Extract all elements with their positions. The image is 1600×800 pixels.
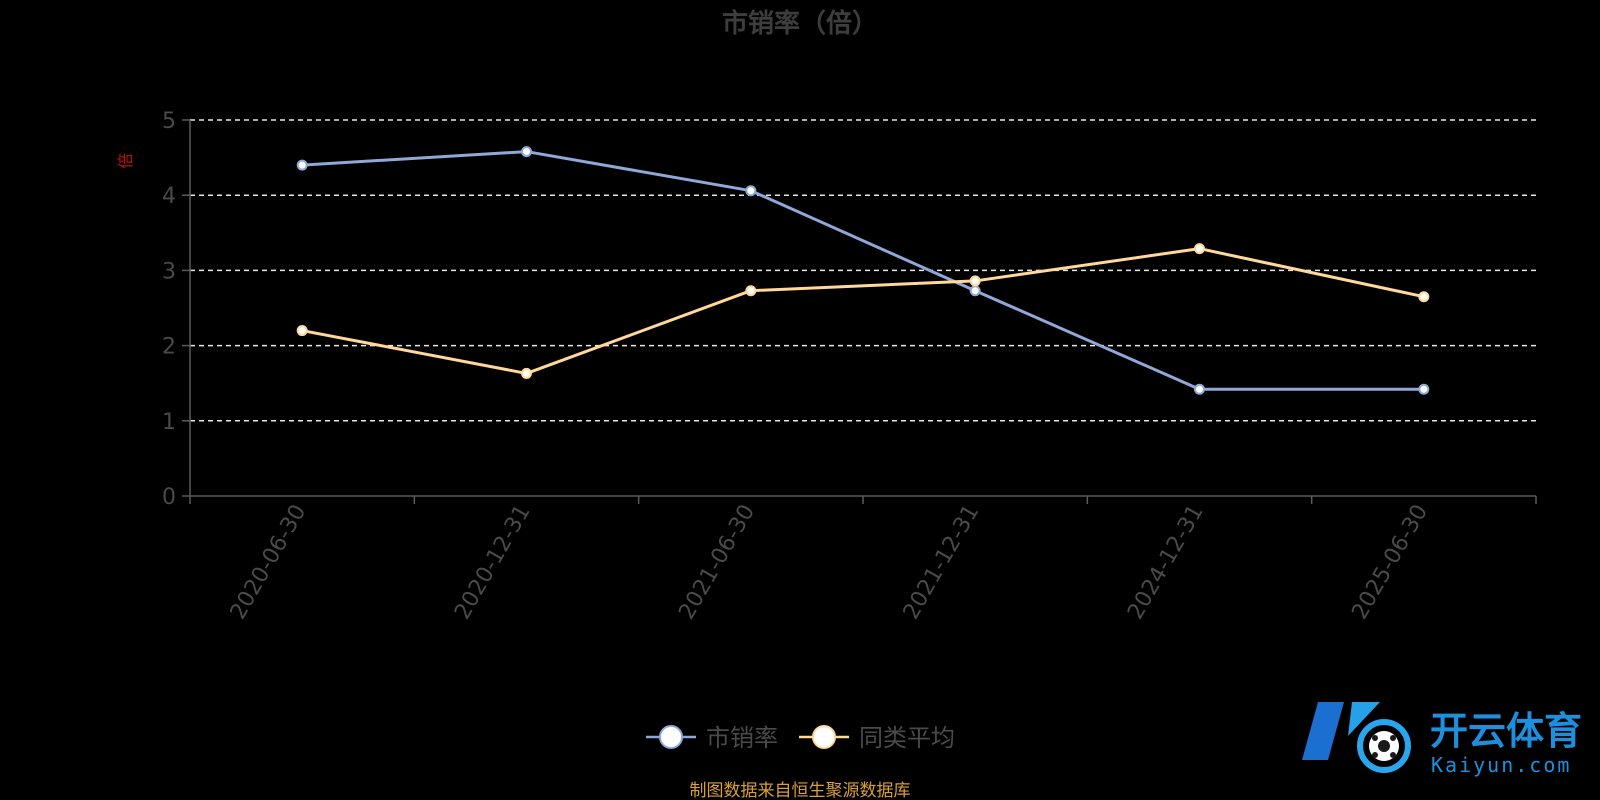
legend-label: 同类平均 [859, 724, 955, 752]
series-1 [296, 146, 1430, 395]
x-tick-label: 2025-06-30 [1347, 501, 1433, 624]
watermark-domain: Kaiyun.com [1431, 753, 1571, 777]
watermark-logo: 开云体育 Kaiyun.com [1302, 702, 1582, 777]
legend[interactable]: 市销率 同类平均 [646, 724, 955, 752]
x-tick-label: 2021-12-31 [899, 501, 985, 624]
data-point[interactable] [969, 275, 981, 287]
x-tick-label: 2021-06-30 [674, 501, 760, 624]
legend-item[interactable]: 同类平均 [799, 724, 955, 752]
legend-item[interactable]: 市销率 [646, 724, 778, 752]
data-point[interactable] [521, 367, 532, 379]
data-point[interactable] [521, 146, 532, 158]
axes: 0 1 2 3 4 5 2020-06-30 2020-12-31 2021-06-30 2021… [162, 109, 1537, 624]
data-point[interactable] [296, 159, 308, 171]
y-tick-label: 3 [162, 259, 176, 284]
data-point[interactable] [1418, 291, 1430, 303]
source-note: 制图数据来自恒生聚源数据库 [690, 781, 911, 800]
series-layer [296, 146, 1430, 395]
x-tick-label: 2020-06-30 [226, 501, 312, 624]
y-tick-label: 5 [162, 109, 176, 134]
data-point[interactable] [969, 285, 981, 297]
watermark-k-logo-icon [1302, 702, 1411, 773]
series-line [302, 150, 1424, 391]
data-point[interactable] [296, 325, 308, 337]
legend-swatch-marker [659, 725, 683, 749]
data-point[interactable] [745, 185, 757, 197]
data-point[interactable] [1418, 383, 1430, 395]
chart-title: 市销率（倍） [722, 8, 878, 39]
y-tick-label: 1 [162, 410, 176, 435]
x-tick-label: 2020-12-31 [450, 501, 536, 624]
grid-lines [190, 119, 1536, 422]
watermark-brand: 开云体育 [1430, 709, 1582, 753]
y-axis-label: 倍 [116, 153, 135, 169]
y-tick-label: 4 [162, 184, 176, 209]
y-tick-label: 0 [162, 485, 176, 510]
data-point[interactable] [1194, 383, 1205, 395]
x-tick-label: 2024-12-31 [1123, 501, 1209, 624]
legend-label: 市销率 [706, 724, 778, 752]
series-2 [296, 243, 1430, 379]
y-tick-label: 2 [162, 335, 176, 360]
legend-swatch-marker [812, 725, 836, 749]
data-point[interactable] [1194, 243, 1205, 255]
data-point[interactable] [745, 285, 757, 297]
series-line [301, 247, 1425, 375]
